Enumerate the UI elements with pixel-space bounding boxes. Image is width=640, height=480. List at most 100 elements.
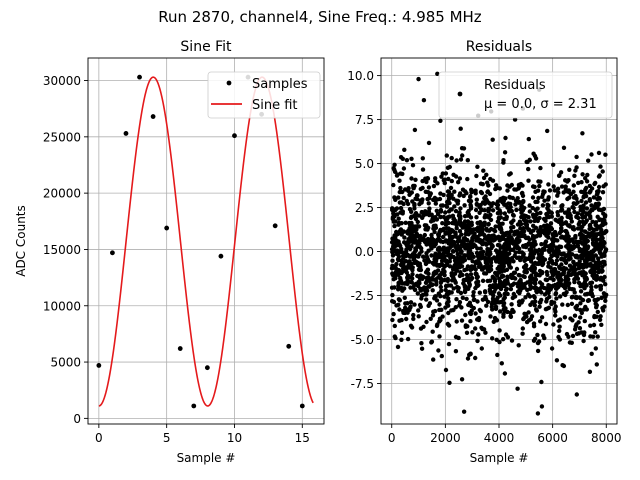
residual-point xyxy=(574,240,579,245)
residual-point xyxy=(584,277,589,282)
residual-point xyxy=(503,135,508,141)
residual-point xyxy=(579,198,584,204)
residual-point xyxy=(498,264,503,269)
residual-point xyxy=(408,300,414,305)
residual-point xyxy=(419,296,424,301)
residual-point xyxy=(596,269,601,275)
residual-point xyxy=(598,283,604,289)
residual-point xyxy=(584,218,589,223)
residual-point xyxy=(439,307,444,312)
residual-point xyxy=(421,254,426,259)
residual-point xyxy=(441,226,447,231)
residual-point xyxy=(551,162,556,167)
residual-point xyxy=(402,235,407,240)
residual-point xyxy=(390,216,395,222)
residual-point xyxy=(516,343,521,348)
residual-point xyxy=(505,275,510,280)
residual-point xyxy=(390,263,395,268)
residual-point xyxy=(572,277,577,282)
residual-point xyxy=(402,147,407,152)
residual-point xyxy=(593,220,599,225)
residual-point xyxy=(535,218,540,224)
residual-point xyxy=(508,313,513,319)
residual-point xyxy=(533,189,538,194)
residual-point xyxy=(553,286,559,291)
residual-point xyxy=(423,292,428,297)
y-tick-label: 0.0 xyxy=(355,245,374,259)
residual-point xyxy=(583,304,588,310)
residual-point xyxy=(557,276,563,281)
residual-point xyxy=(447,264,453,269)
residual-point xyxy=(539,285,544,290)
residual-point xyxy=(473,272,479,277)
residual-point xyxy=(538,226,543,231)
residual-point xyxy=(429,253,434,258)
residual-point xyxy=(514,207,519,213)
y-tick-label: 7.5 xyxy=(355,113,374,127)
residual-point xyxy=(497,226,503,231)
x-tick-label: 6000 xyxy=(537,431,568,445)
residual-point xyxy=(459,318,465,323)
residual-point xyxy=(591,322,597,328)
residual-point xyxy=(516,255,522,260)
sample-point xyxy=(177,346,183,351)
residual-point xyxy=(448,185,454,191)
residual-point xyxy=(516,272,521,278)
residual-point xyxy=(550,232,555,237)
residual-point xyxy=(580,215,585,220)
residual-point xyxy=(429,240,435,245)
residual-point xyxy=(532,303,537,308)
residual-point xyxy=(422,285,427,290)
residual-point xyxy=(455,285,460,290)
residual-point xyxy=(601,206,607,212)
residual-point xyxy=(437,316,443,321)
residual-point xyxy=(509,225,514,230)
residual-point xyxy=(571,245,577,250)
residual-point xyxy=(497,243,502,248)
residual-point xyxy=(520,331,525,336)
residual-point xyxy=(553,252,558,258)
residual-point xyxy=(480,182,485,187)
residual-point xyxy=(459,377,465,382)
residual-point xyxy=(419,200,424,205)
residual-point xyxy=(543,277,548,282)
residual-point xyxy=(566,273,571,278)
residual-point xyxy=(497,309,503,314)
sample-point xyxy=(191,403,197,409)
residual-point xyxy=(426,185,432,190)
residual-point xyxy=(415,234,420,239)
residual-point xyxy=(539,242,544,247)
residual-point xyxy=(473,188,478,193)
residual-point xyxy=(502,371,508,376)
residual-point xyxy=(530,195,536,200)
residual-point xyxy=(448,255,453,261)
residual-point xyxy=(458,191,463,196)
residual-point xyxy=(426,225,431,230)
residual-point xyxy=(500,221,505,226)
residual-point xyxy=(399,246,404,252)
residual-point xyxy=(479,346,484,351)
residual-point xyxy=(393,234,398,239)
residual-point xyxy=(553,291,558,297)
residual-point xyxy=(568,256,573,261)
residual-point xyxy=(462,214,468,219)
residual-point xyxy=(456,261,462,266)
residual-point xyxy=(425,176,430,181)
residual-point xyxy=(475,220,480,226)
residual-point xyxy=(426,140,432,146)
residual-point xyxy=(585,298,591,303)
residual-point xyxy=(451,307,456,313)
residual-point xyxy=(506,208,512,214)
residual-point xyxy=(443,231,448,236)
residual-point xyxy=(569,237,575,242)
residual-point xyxy=(409,279,414,285)
residual-point xyxy=(527,209,532,214)
residual-point xyxy=(480,278,486,283)
residual-point xyxy=(565,179,570,184)
residual-point xyxy=(461,409,467,414)
residual-point xyxy=(435,322,440,327)
residual-point xyxy=(599,254,604,259)
residual-point xyxy=(561,271,566,276)
residual-point xyxy=(471,290,476,295)
residual-point xyxy=(473,207,479,213)
